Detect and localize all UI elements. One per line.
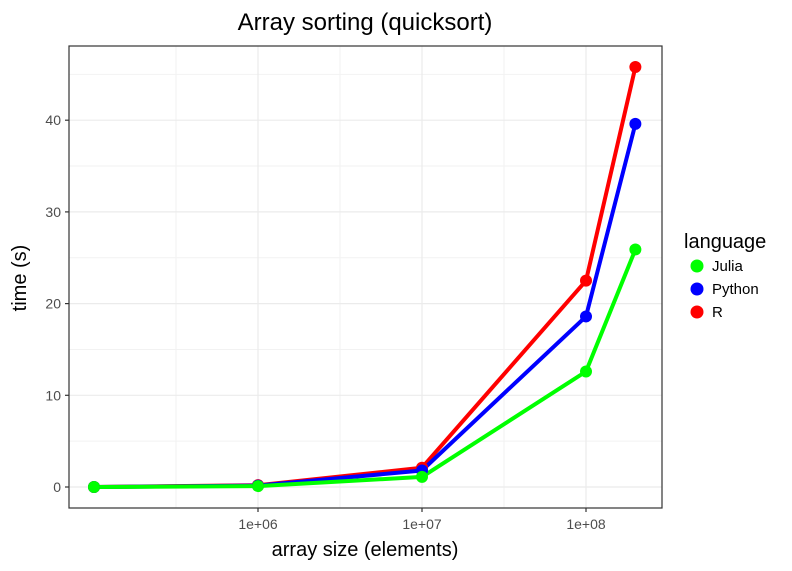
- legend-title: language: [684, 231, 766, 253]
- x-tick-label: 1e+06: [238, 516, 278, 532]
- plot-background: [69, 46, 662, 508]
- legend: language Julia Python R: [684, 231, 766, 321]
- data-point-julia: [88, 481, 100, 493]
- x-axis-title: array size (elements): [272, 539, 459, 561]
- plot-border: [68, 45, 663, 509]
- legend-label-julia: Julia: [712, 258, 744, 275]
- y-tick-label: 20: [45, 296, 61, 312]
- data-point-r: [580, 274, 592, 287]
- legend-key-julia: [690, 259, 704, 273]
- chart-title: Array sorting (quicksort): [238, 9, 493, 36]
- x-tick-label: 1e+08: [566, 516, 606, 532]
- y-axis-title: time (s): [9, 245, 31, 312]
- data-point-julia: [252, 480, 264, 493]
- y-tick-label: 40: [45, 112, 61, 128]
- data-point-julia: [416, 470, 428, 483]
- y-tick-label: 30: [45, 204, 61, 220]
- y-tick-label: 10: [45, 387, 61, 403]
- legend-label-r: R: [712, 304, 723, 321]
- legend-label-python: Python: [712, 281, 759, 298]
- data-point-julia: [629, 243, 642, 256]
- data-point-julia: [580, 365, 592, 378]
- data-point-python: [580, 310, 592, 323]
- y-tick-label: 0: [53, 479, 61, 495]
- x-tick-label: 1e+07: [402, 516, 442, 532]
- data-point-r: [629, 61, 642, 74]
- legend-key-r: [690, 305, 704, 319]
- plot-area: 1e+06 1e+07 1e+08 0 10 20 30 40: [45, 45, 663, 532]
- legend-key-python: [690, 282, 704, 296]
- data-point-python: [629, 117, 642, 130]
